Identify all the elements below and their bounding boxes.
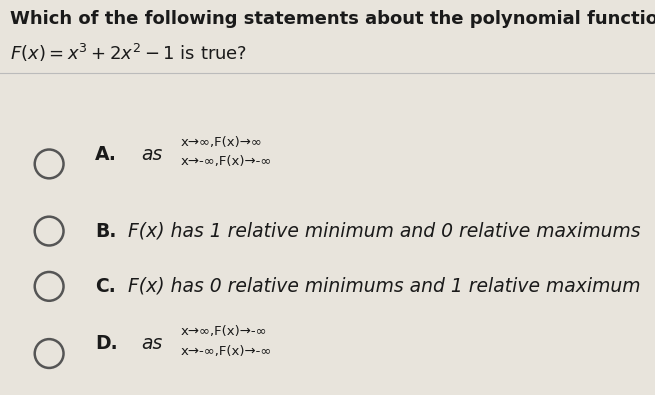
Text: x→-∞,F(x)→-∞: x→-∞,F(x)→-∞ [180, 156, 272, 168]
Text: F(x) has 1 relative minimum and 0 relative maximums: F(x) has 1 relative minimum and 0 relati… [128, 222, 640, 241]
Text: x→∞,F(x)→-∞: x→∞,F(x)→-∞ [180, 325, 267, 338]
Text: x→-∞,F(x)→-∞: x→-∞,F(x)→-∞ [180, 345, 272, 358]
Text: C.: C. [95, 277, 116, 296]
Text: Which of the following statements about the polynomial function: Which of the following statements about … [10, 10, 655, 28]
Text: D.: D. [95, 334, 118, 353]
Text: $F(x) = x^3 + 2x^2 - 1$ is true?: $F(x) = x^3 + 2x^2 - 1$ is true? [10, 41, 247, 64]
Text: A.: A. [95, 145, 117, 164]
Text: as: as [141, 334, 162, 353]
Text: x→∞,F(x)→∞: x→∞,F(x)→∞ [180, 136, 262, 149]
Text: as: as [141, 145, 162, 164]
Text: F(x) has 0 relative minimums and 1 relative maximum: F(x) has 0 relative minimums and 1 relat… [128, 277, 640, 296]
Text: B.: B. [95, 222, 117, 241]
